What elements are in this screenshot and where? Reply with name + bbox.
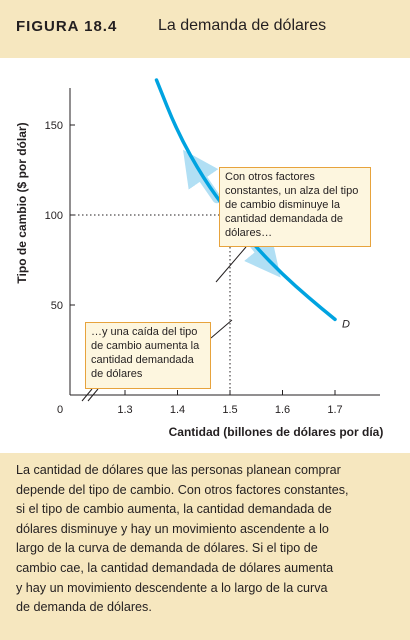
x-tick-label: 1.3 [117, 404, 132, 416]
annotation-rise: Con otros factores constantes, un alza d… [219, 167, 371, 247]
callout-leader-bottom [210, 319, 233, 339]
figure-label: FIGURA 18.4 [16, 18, 118, 35]
y-tick-label: 150 [45, 120, 63, 132]
x-axis-title: Cantidad (billones de dólares por día) [169, 425, 384, 439]
axis-break-mark [81, 388, 93, 402]
x-tick-label: 1.6 [275, 404, 290, 416]
demand-chart: 1.3 1.4 1.5 1.6 1.7 50 100 150 0 Cantidad (billon… [15, 78, 384, 439]
x-tick-label: 1.5 [222, 404, 237, 416]
chart-area: 1.3 1.4 1.5 1.6 1.7 50 100 150 0 Cantidad (billon… [0, 58, 410, 453]
figure-caption: La cantidad de dólares que las personas … [16, 463, 349, 615]
caption-box: La cantidad de dólares que las personas … [0, 453, 410, 640]
x-tick-label: 1.7 [327, 404, 342, 416]
callout-leader-top [215, 246, 247, 283]
y-tick-label: 50 [51, 300, 63, 312]
curve-label: D [342, 318, 350, 330]
y-axis-title: Tipo de cambio ($ por dólar) [15, 122, 29, 283]
figure-title: La demanda de dólares [158, 17, 327, 34]
origin-label: 0 [57, 404, 63, 416]
annotation-fall: …y una caída del tipo de cambio aumenta … [85, 322, 211, 389]
y-tick-label: 100 [45, 210, 63, 222]
figure-header: FIGURA 18.4 La demanda de dólares [0, 0, 410, 58]
x-tick-label: 1.4 [170, 404, 185, 416]
axis-break-mark [87, 388, 99, 402]
